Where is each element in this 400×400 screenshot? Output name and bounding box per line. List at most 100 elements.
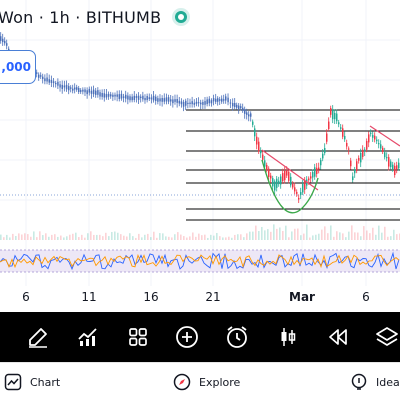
symbol-title[interactable]: Won · 1h · BITHUMB — [0, 7, 162, 27]
candle-body — [63, 85, 66, 88]
candle-body — [185, 100, 187, 106]
candle-body — [118, 94, 121, 99]
candle-body — [314, 167, 316, 177]
candle-body — [300, 192, 302, 195]
candle-body — [334, 113, 336, 120]
time-label: 11 — [81, 290, 97, 304]
volume-bar — [246, 233, 248, 240]
candle-body — [129, 96, 131, 101]
price-tag-bubble: ,000 — [0, 50, 36, 84]
nav-ideas-label: Ideas — [376, 375, 400, 389]
volume-bar — [30, 236, 32, 240]
candle-body — [148, 97, 151, 99]
volume-bar — [309, 237, 311, 240]
candle-body — [304, 179, 306, 190]
brush-icon[interactable] — [24, 323, 52, 351]
volume-bar — [318, 233, 320, 240]
price-chart[interactable] — [0, 0, 400, 290]
candle-body — [219, 99, 221, 101]
candle-body — [336, 113, 338, 122]
chart-header[interactable]: Won · 1h · BITHUMB — [0, 0, 400, 34]
candle-body — [290, 176, 292, 186]
candle-body — [131, 96, 133, 101]
volume-bar — [117, 232, 119, 240]
candle-body — [159, 98, 161, 102]
alert-clock-icon[interactable] — [223, 323, 251, 351]
volume-bar — [216, 232, 218, 240]
candles-icon[interactable] — [274, 323, 302, 351]
volume-bar — [276, 228, 278, 240]
nav-ideas[interactable]: Ideas — [350, 372, 400, 392]
volume-bar — [249, 231, 251, 240]
trendline-red — [261, 149, 319, 191]
candle-body — [238, 105, 240, 109]
volume-bar — [93, 234, 95, 240]
candle-body — [396, 165, 398, 170]
candle-body — [152, 95, 155, 101]
replay-icon[interactable] — [324, 323, 352, 351]
candle-body — [140, 96, 142, 99]
volume-bar — [132, 236, 134, 240]
candle-body — [157, 98, 159, 102]
volume-bar — [360, 236, 362, 240]
volume-bar — [6, 234, 8, 240]
candle-body — [42, 76, 44, 79]
volume-bar — [147, 233, 149, 240]
candle-body — [324, 148, 326, 154]
volume-bar — [9, 237, 11, 240]
volume-bar — [279, 227, 281, 240]
volume-bar — [240, 234, 242, 240]
candle-body — [215, 98, 217, 102]
volume-bar — [219, 236, 221, 240]
volume-bar — [381, 232, 383, 240]
candle-body — [318, 167, 320, 170]
drawing-toolbar — [0, 312, 400, 362]
candle-body — [68, 86, 70, 91]
candle-body — [36, 72, 38, 74]
volume-bar — [60, 235, 62, 240]
volume-bar — [222, 237, 224, 240]
candle-body — [362, 149, 364, 157]
indicators-icon[interactable] — [74, 323, 102, 351]
volume-bar — [354, 232, 356, 240]
candle-body — [312, 172, 314, 178]
volume-bar — [270, 231, 272, 240]
candle-body — [76, 87, 78, 90]
volume-bar — [48, 236, 50, 240]
volume-bar — [153, 231, 155, 240]
arc-curve-green — [261, 159, 319, 214]
candle-body — [284, 170, 286, 181]
candle-body — [48, 79, 50, 83]
volume-bar — [291, 231, 293, 240]
candle-body — [204, 101, 206, 105]
templates-icon[interactable] — [124, 323, 152, 351]
volume-bar — [90, 231, 92, 240]
layers-icon[interactable] — [373, 323, 400, 351]
volume-bar — [123, 235, 125, 240]
time-axis[interactable]: 6 11 16 21 Mar 6 — [0, 286, 400, 308]
candle-body — [55, 82, 57, 85]
nav-explore[interactable]: Explore — [173, 372, 240, 392]
volume-bar — [177, 232, 179, 240]
candle-body — [122, 96, 125, 98]
compass-icon — [173, 373, 191, 391]
candle-body — [236, 104, 238, 108]
volume-bar — [327, 233, 329, 240]
volume-bar — [342, 233, 344, 240]
candle-body — [206, 99, 208, 105]
candle-body — [394, 165, 396, 176]
candle-body — [232, 103, 234, 107]
volume-bar — [3, 237, 5, 240]
candle-body — [292, 183, 294, 188]
add-icon[interactable] — [173, 323, 201, 351]
candle-body — [256, 136, 258, 145]
nav-chart[interactable]: Chart — [4, 372, 60, 392]
candle-body — [52, 81, 55, 84]
candle-body — [274, 181, 276, 191]
candle-body — [195, 101, 198, 104]
volume-bar — [201, 235, 203, 240]
volume-bar — [366, 230, 368, 240]
candle-body — [114, 94, 116, 97]
chart-icon — [4, 373, 22, 391]
candle-body — [44, 78, 46, 82]
